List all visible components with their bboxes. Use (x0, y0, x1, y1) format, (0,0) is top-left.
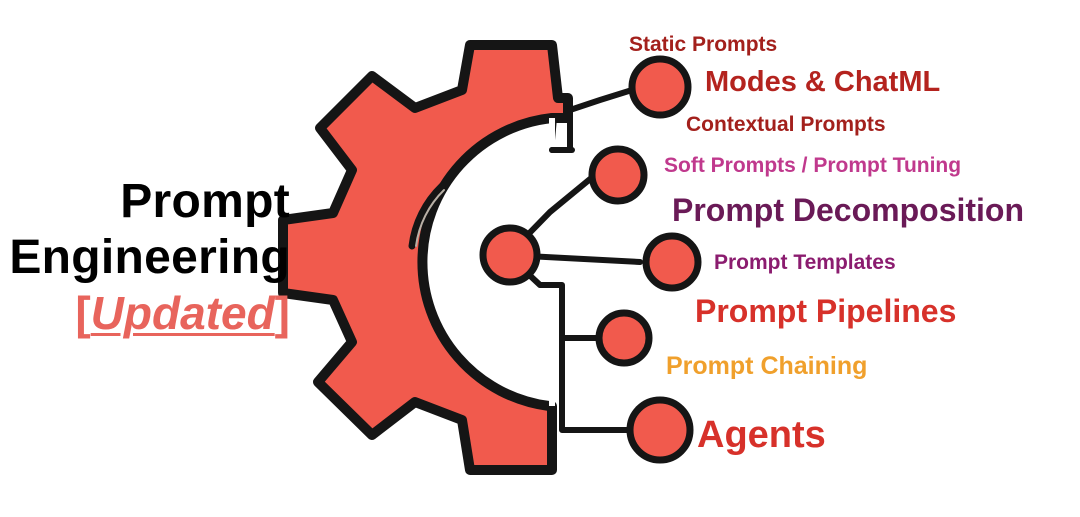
circle-node-pipelines (595, 309, 653, 367)
title-line-engineering: Engineering (9, 231, 290, 284)
circle-node-soft (588, 145, 648, 205)
label-modes-chatml: Modes & ChatML (705, 66, 941, 98)
label-contextual-prompts: Contextual Prompts (686, 113, 886, 136)
gear-icon (278, 40, 573, 475)
title-updated: [Updated] (0, 290, 290, 336)
circle-node-agents (626, 396, 694, 464)
label-agents: Agents (697, 414, 826, 456)
diagram-title: Prompt Engineering [Updated] (0, 175, 290, 337)
label-prompt-decomposition: Prompt Decomposition (672, 192, 1025, 228)
circle-node-templates (642, 232, 702, 292)
circle-node-center (479, 224, 541, 286)
label-static-prompts: Static Prompts (629, 33, 778, 56)
label-prompt-templates: Prompt Templates (714, 251, 896, 274)
bracket-close: ] (274, 287, 290, 339)
updated-word: Updated (90, 287, 275, 339)
label-prompt-chaining: Prompt Chaining (666, 352, 868, 380)
title-line-prompt: Prompt (120, 175, 290, 228)
circle-node-modes (628, 55, 692, 119)
label-prompt-pipelines: Prompt Pipelines (695, 293, 957, 329)
bracket-open: [ (75, 287, 91, 339)
node-group (479, 55, 702, 464)
label-soft-prompts: Soft Prompts / Prompt Tuning (664, 154, 962, 177)
